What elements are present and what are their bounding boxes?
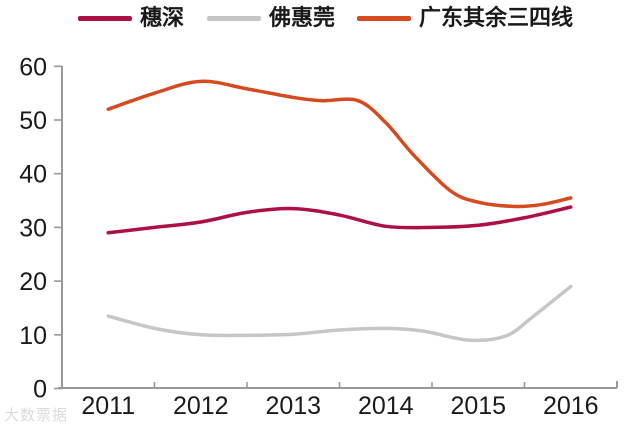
watermark: 大数票据: [4, 406, 69, 424]
legend-swatch-fohuiguan: [207, 15, 261, 21]
x-tick-label: 2011: [81, 392, 135, 420]
chart-legend: 穗深 佛惠莞 广东其余三四线: [0, 3, 640, 33]
legend-item-fohuiguan: 佛惠莞: [207, 3, 335, 33]
x-tick-label: 2016: [543, 392, 599, 420]
y-tick-label: 30: [19, 214, 47, 242]
y-tick-label: 0: [33, 376, 47, 404]
series-line-fo-hui-guan: [106, 284, 573, 343]
x-tick-label: 2015: [450, 392, 506, 420]
series-line-sui-shen: [106, 205, 573, 235]
legend-swatch-suishen: [78, 15, 132, 21]
series-line-guangdong-tier34: [106, 79, 573, 209]
legend-label-guangdong-tier34: 广东其余三四线: [419, 5, 574, 31]
x-tick-label: 2014: [358, 392, 414, 420]
y-tick-label: 20: [19, 268, 47, 296]
x-tick-label: 2013: [265, 392, 321, 420]
y-tick-label: 40: [19, 161, 47, 189]
legend-label-fohuiguan: 佛惠莞: [269, 5, 336, 31]
y-tick-label: 10: [19, 322, 47, 350]
legend-label-suishen: 穗深: [140, 5, 185, 31]
y-tick-label: 60: [19, 53, 47, 81]
y-tick-label: 50: [19, 107, 47, 135]
x-tick-label: 2012: [173, 392, 229, 420]
legend-item-guangdong-tier34: 广东其余三四线: [357, 3, 573, 33]
legend-swatch-guangdong-tier34: [357, 15, 411, 21]
legend-item-suishen: 穗深: [78, 3, 184, 33]
